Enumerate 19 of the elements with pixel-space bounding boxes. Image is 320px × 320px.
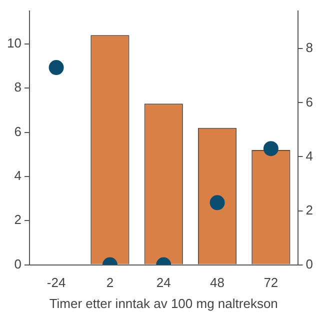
y-tick-label: 8: [14, 80, 22, 95]
y2-tick-label: 8: [306, 40, 314, 56]
x-tick-label: 24: [156, 275, 171, 290]
y2-tick-label: 0: [306, 256, 314, 272]
point: [48, 60, 64, 76]
x-axis-title: Timer etter inntak av 100 mg naltrekson: [49, 296, 278, 311]
y-tick-label: 6: [14, 124, 22, 139]
y2-tick-label: 2: [306, 202, 314, 218]
point: [263, 141, 278, 156]
x-tick-label: 2: [106, 275, 114, 290]
y-tick-label: 2: [14, 212, 22, 228]
x-tick-label: -24: [46, 275, 66, 290]
y-tick-label: 0: [14, 256, 22, 272]
y-tick-label: 4: [14, 168, 22, 184]
x-tick-label: 48: [210, 275, 225, 290]
y2-tick-label: 4: [306, 148, 314, 164]
y2-tick-label: 6: [306, 94, 314, 110]
y-tick-label: 10: [6, 36, 22, 51]
x-tick-label: 72: [264, 275, 278, 290]
